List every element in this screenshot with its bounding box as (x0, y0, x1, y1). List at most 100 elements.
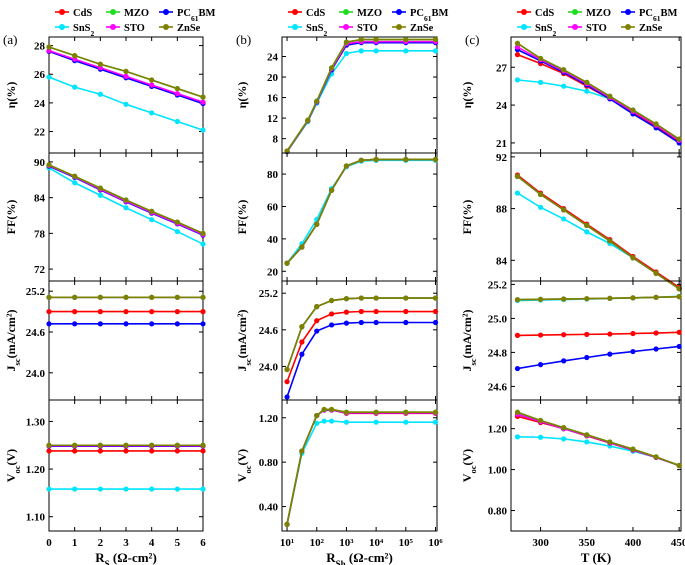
data-point-ZnSe (72, 53, 78, 59)
data-point-CdS (561, 332, 567, 338)
y-tick-label: 24.8 (488, 347, 508, 359)
x-tick-label: 2 (98, 537, 104, 549)
plot-frame (48, 399, 204, 532)
data-point-SnS2 (561, 83, 567, 89)
data-point-ZnSe (97, 185, 103, 191)
y-tick-label: 24.0 (26, 368, 46, 380)
data-point-ZnSe (403, 156, 409, 163)
data-point-SnS2 (537, 434, 544, 440)
data-point-ZnSe (46, 294, 52, 300)
data-point-ZnSe (149, 77, 155, 83)
data-point-CdS (537, 332, 544, 338)
data-point-SnS2 (123, 205, 129, 211)
y-tick-label: 21 (496, 138, 507, 150)
legend-entry-CdS: CdS (288, 8, 325, 19)
data-point-ZnSe (653, 454, 659, 460)
data-point-PC61BM (149, 321, 155, 327)
data-point-ZnSe (514, 297, 521, 303)
legend-label: CdS (73, 8, 92, 19)
data-point-ZnSe (149, 208, 155, 214)
legend-label: SnS2 (73, 23, 95, 38)
data-point-ZnSe (432, 36, 439, 43)
data-point-ZnSe (284, 521, 290, 527)
data-point-PC61BM (676, 343, 682, 350)
data-point-ZnSe (314, 412, 320, 419)
series-line-STO (286, 40, 436, 152)
series-line-SnS2 (286, 297, 436, 370)
series-SnS2 (284, 157, 439, 266)
data-point-ZnSe (123, 442, 129, 448)
y-tick-label: 25.2 (488, 279, 508, 291)
data-point-SnS2 (149, 110, 155, 116)
data-point-STO (46, 48, 52, 54)
data-point-PC61BM (299, 351, 305, 357)
series-PC61BM (284, 319, 439, 400)
data-point-CdS (328, 311, 335, 317)
series-CdS (46, 448, 206, 454)
series-CdS (284, 39, 439, 155)
data-point-ZnSe (358, 295, 364, 301)
y-tick-label: 84 (34, 193, 46, 205)
legend-marker (292, 24, 298, 30)
legend-entry-ZnSe: ZnSe (392, 23, 434, 34)
data-point-ZnSe (373, 409, 379, 415)
data-point-ZnSe (403, 409, 409, 415)
y-tick-label: 1.20 (259, 413, 279, 425)
data-point-ZnSe (46, 162, 52, 168)
series-line-MZO (286, 38, 436, 152)
series-line-SnS2 (286, 159, 436, 264)
legend-marker (110, 24, 116, 30)
data-point-ZnSe (97, 294, 103, 300)
data-point-SnS2 (403, 48, 409, 54)
data-point-ZnSe (328, 65, 335, 71)
series-CdS (284, 308, 439, 385)
data-point-CdS (514, 52, 521, 58)
x-tick-label: 4 (149, 537, 155, 549)
plot-frame (48, 152, 204, 282)
data-point-CdS (314, 318, 320, 324)
y-tick-label: 20 (267, 72, 279, 84)
chart-2: (b) CdS MZO PC61BM SnS2 STO ZnSe 8 12 16 20 24 η(%) 2… (235, 8, 449, 565)
series-CdS (514, 52, 682, 145)
legend-marker (625, 24, 631, 30)
data-point-PC61BM (97, 321, 103, 327)
y-axis-label: Voc(V) (460, 449, 478, 482)
data-point-SnS2 (72, 84, 78, 90)
data-point-SnS2 (561, 436, 567, 442)
legend-label: CdS (535, 8, 554, 19)
data-point-SnS2 (200, 241, 206, 247)
data-point-ZnSe (630, 295, 636, 301)
data-point-ZnSe (305, 117, 311, 123)
legend-label: STO (357, 23, 378, 34)
data-point-SnS2 (584, 439, 590, 445)
data-point-SnS2 (358, 48, 364, 54)
series-line-PC61BM (286, 321, 436, 398)
legend-marker (396, 9, 402, 15)
data-point-ZnSe (328, 297, 335, 304)
legend-entry-SnS2: SnS2 (517, 23, 557, 38)
data-point-PC61BM (46, 321, 52, 327)
x-tick-label: 3 (123, 537, 129, 549)
data-point-CdS (72, 448, 78, 454)
data-point-ZnSe (537, 296, 544, 302)
data-point-ZnSe (200, 230, 206, 236)
legend-entry-STO: STO (106, 23, 145, 34)
legend-entry-SnS2: SnS2 (288, 23, 328, 38)
data-point-ZnSe (123, 294, 129, 300)
data-point-ZnSe (299, 244, 305, 250)
legend-label: MZO (357, 8, 382, 19)
series-ZnSe (514, 294, 682, 303)
y-tick-label: 84 (496, 255, 508, 267)
y-tick-label: 1.30 (26, 416, 46, 428)
data-point-ZnSe (149, 442, 155, 448)
data-point-ZnSe (584, 296, 590, 302)
data-point-CdS (46, 309, 52, 315)
y-tick-label: 24 (267, 52, 279, 64)
series-CdS (284, 156, 439, 266)
data-point-PC61BM (328, 322, 335, 328)
data-point-CdS (149, 309, 155, 315)
y-tick-label: 90 (34, 157, 46, 169)
y-tick-label: 24 (34, 98, 46, 110)
data-point-CdS (200, 309, 206, 315)
